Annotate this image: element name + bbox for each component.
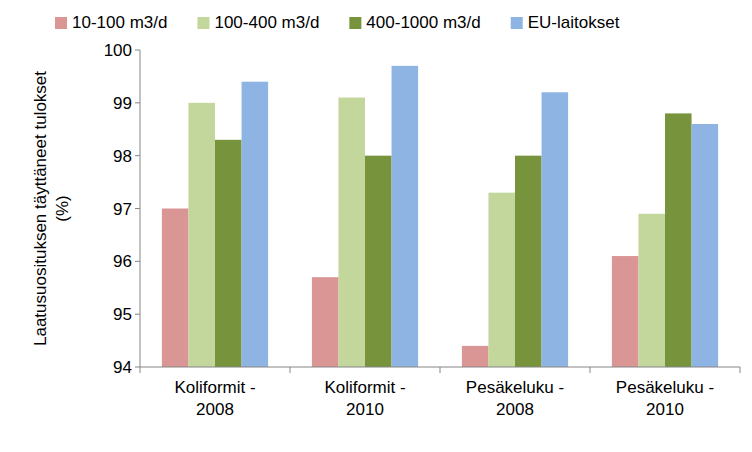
bar	[312, 277, 339, 367]
y-tick	[135, 102, 140, 103]
x-tick-label-line: 2010	[346, 400, 384, 419]
y-tick	[135, 261, 140, 262]
legend-label: 100-400 m3/d	[214, 13, 319, 32]
y-tick-label: 100	[104, 41, 132, 60]
x-separator	[290, 367, 291, 373]
y-tick-label: 94	[113, 358, 132, 377]
x-separator	[140, 367, 141, 373]
bar	[638, 214, 665, 367]
x-separator	[440, 367, 441, 373]
x-tick-label-line: Pesäkeluku -	[466, 378, 564, 397]
legend: 10-100 m3/d 100-400 m3/d 400-1000 m3/d EU-l…	[55, 13, 620, 32]
bar	[488, 193, 515, 367]
bar	[242, 82, 269, 367]
y-tick	[135, 367, 140, 368]
bar	[515, 156, 542, 367]
y-tick-label: 96	[113, 252, 132, 271]
bar	[612, 256, 639, 367]
x-tick-label-line: 2008	[496, 400, 534, 419]
legend-label: EU-laitokset	[528, 13, 620, 32]
bar	[188, 103, 215, 367]
x-tick-label: Pesäkeluku - 2008	[466, 378, 564, 419]
x-tick-label-line: Koliformit -	[324, 378, 405, 397]
legend-swatch	[55, 17, 67, 29]
bar	[162, 209, 189, 368]
bar	[542, 92, 569, 367]
legend-label: 10-100 m3/d	[72, 13, 167, 32]
x-tick-label: Koliformit - 2010	[324, 378, 405, 419]
legend-swatch	[511, 17, 523, 29]
legend-swatch	[349, 17, 361, 29]
legend-label: 400-1000 m3/d	[366, 13, 480, 32]
y-tick	[135, 50, 140, 51]
x-tick-label: Koliformit - 2008	[174, 378, 255, 419]
bar	[665, 113, 692, 367]
x-separator	[740, 367, 741, 373]
legend-swatch	[197, 17, 209, 29]
bar	[692, 124, 719, 367]
bar	[338, 98, 365, 367]
y-tick-label: 95	[113, 305, 132, 324]
bar	[365, 156, 392, 367]
y-axis-label-line: Laatusuosituksen täyttäneet tulokset	[31, 71, 50, 346]
x-tick-label-line: Pesäkeluku -	[616, 378, 714, 397]
y-tick-label: 97	[113, 200, 132, 219]
chart-container: 949596979899100Koliformit -2008Koliformi…	[0, 0, 752, 452]
x-tick-label-line: 2008	[196, 400, 234, 419]
y-tick	[135, 155, 140, 156]
y-tick-label: 99	[113, 94, 132, 113]
bar	[392, 66, 419, 367]
y-axis-label: Laatusuosituksen täyttäneet tulokset(%)	[31, 71, 72, 346]
y-axis-label-line: (%)	[53, 195, 72, 221]
bars	[162, 66, 718, 367]
y-tick-label: 98	[113, 147, 132, 166]
x-tick-label-line: 2010	[646, 400, 684, 419]
x-separator	[590, 367, 591, 373]
x-tick-label-line: Koliformit -	[174, 378, 255, 397]
chart: 949596979899100Koliformit -2008Koliformi…	[0, 0, 752, 452]
y-tick	[135, 208, 140, 209]
bar	[215, 140, 242, 367]
y-tick	[135, 314, 140, 315]
bar	[462, 346, 489, 367]
x-tick-label: Pesäkeluku - 2010	[616, 378, 714, 419]
